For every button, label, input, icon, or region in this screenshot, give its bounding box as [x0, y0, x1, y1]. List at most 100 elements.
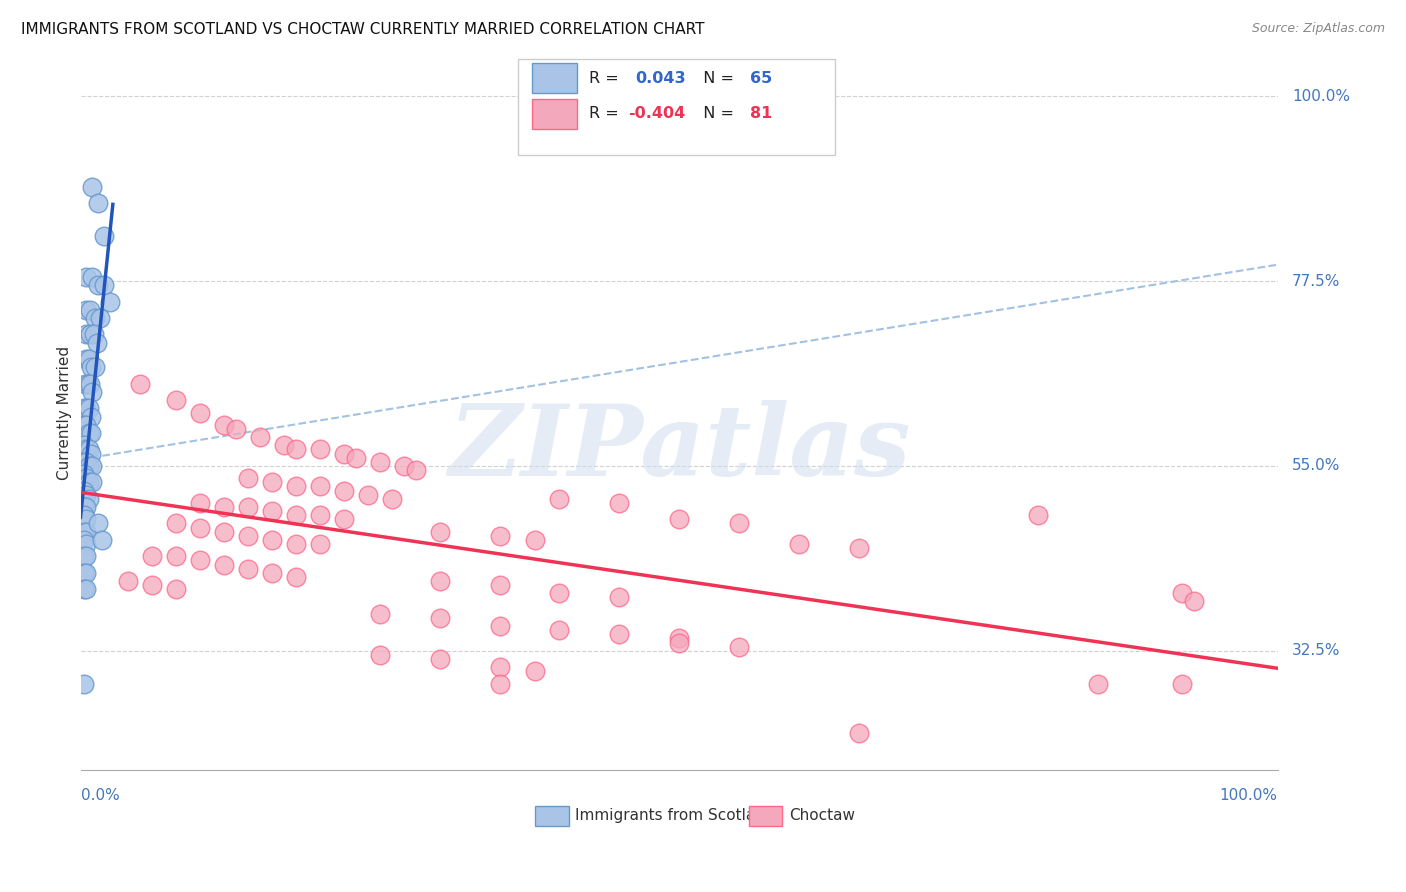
Point — [607, 627, 630, 641]
Point — [262, 475, 284, 490]
Text: 32.5%: 32.5% — [1292, 643, 1340, 658]
Point — [79, 376, 101, 391]
Point — [249, 430, 271, 444]
Point — [76, 524, 98, 539]
Text: R =: R = — [589, 70, 630, 86]
Point — [607, 496, 630, 510]
Text: ZIPatlas: ZIPatlas — [449, 400, 910, 497]
Point — [93, 278, 115, 293]
Point — [1182, 594, 1205, 608]
Point — [405, 463, 427, 477]
Point — [212, 558, 235, 572]
Point — [73, 417, 96, 432]
Text: 100.0%: 100.0% — [1292, 88, 1350, 103]
Point — [129, 376, 152, 391]
Point — [77, 491, 100, 506]
Point — [285, 570, 308, 584]
Point — [548, 624, 571, 638]
Bar — [517, 59, 835, 155]
Point — [73, 549, 96, 564]
Point — [76, 471, 98, 485]
Point — [86, 335, 108, 350]
Bar — [531, 99, 578, 128]
Point — [76, 376, 98, 391]
Point — [728, 516, 751, 531]
Point — [73, 438, 96, 452]
Bar — [536, 805, 569, 826]
Point — [117, 574, 139, 588]
Point — [236, 500, 259, 514]
Text: N =: N = — [693, 70, 740, 86]
Point — [368, 648, 391, 662]
Point — [77, 352, 100, 367]
Point — [76, 442, 98, 457]
Point — [77, 458, 100, 473]
Point — [76, 488, 98, 502]
Point — [1087, 676, 1109, 690]
Point — [285, 442, 308, 457]
Point — [73, 455, 96, 469]
Point — [73, 676, 96, 690]
Point — [212, 524, 235, 539]
Point — [668, 632, 690, 646]
Point — [1171, 586, 1194, 600]
Text: 0.043: 0.043 — [636, 70, 686, 86]
Point — [225, 422, 247, 436]
Point — [80, 425, 103, 440]
Text: IMMIGRANTS FROM SCOTLAND VS CHOCTAW CURRENTLY MARRIED CORRELATION CHART: IMMIGRANTS FROM SCOTLAND VS CHOCTAW CURR… — [21, 22, 704, 37]
Point — [141, 578, 163, 592]
Point — [76, 417, 98, 432]
Text: 65: 65 — [749, 70, 772, 86]
Point — [87, 196, 110, 211]
Point — [848, 541, 870, 555]
Text: -0.404: -0.404 — [627, 106, 685, 121]
Bar — [748, 805, 782, 826]
Point — [83, 360, 105, 375]
Point — [212, 500, 235, 514]
Text: Choctaw: Choctaw — [789, 808, 855, 823]
Point — [381, 491, 404, 506]
Point — [392, 458, 415, 473]
Text: 100.0%: 100.0% — [1220, 788, 1278, 803]
Text: 81: 81 — [749, 106, 772, 121]
Point — [165, 393, 187, 408]
Point — [77, 442, 100, 457]
Point — [1026, 508, 1049, 523]
Point — [82, 458, 104, 473]
Point — [188, 496, 211, 510]
Point — [77, 425, 100, 440]
Point — [79, 327, 101, 342]
Point — [728, 640, 751, 654]
Point — [285, 537, 308, 551]
Point — [488, 529, 510, 543]
Point — [285, 508, 308, 523]
Point — [73, 582, 96, 596]
Point — [668, 512, 690, 526]
Point — [488, 676, 510, 690]
Point — [100, 294, 122, 309]
Bar — [531, 63, 578, 93]
Point — [236, 529, 259, 543]
Point — [76, 401, 98, 416]
Point — [87, 516, 110, 531]
Point — [73, 467, 96, 482]
Point — [607, 591, 630, 605]
Y-axis label: Currently Married: Currently Married — [58, 345, 72, 480]
Point — [83, 327, 105, 342]
Point — [165, 549, 187, 564]
Point — [76, 327, 98, 342]
Point — [76, 302, 98, 317]
Point — [165, 516, 187, 531]
Text: N =: N = — [693, 106, 740, 121]
Point — [285, 479, 308, 493]
Point — [165, 582, 187, 596]
Point — [76, 537, 98, 551]
Point — [80, 409, 103, 424]
Point — [429, 652, 451, 666]
Point — [524, 533, 547, 547]
Point — [75, 376, 97, 391]
Point — [368, 607, 391, 621]
Point — [82, 475, 104, 490]
Point — [429, 574, 451, 588]
Point — [236, 471, 259, 485]
